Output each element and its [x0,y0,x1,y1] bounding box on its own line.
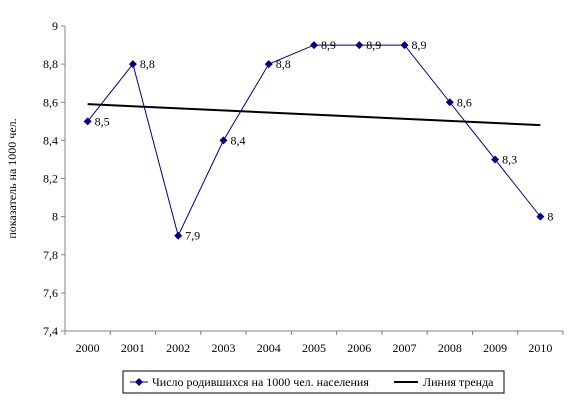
data-point-marker [445,98,454,107]
y-tick-label: 8,8 [43,57,58,71]
x-tick-label: 2007 [393,341,417,355]
data-point-marker [310,41,318,50]
y-tick-label: 8,2 [43,172,58,186]
legend: Число родившихся на 1000 чел. населения … [122,370,505,394]
x-tick-label: 2005 [302,341,326,355]
data-label: 8,9 [366,38,381,52]
data-label: 8,8 [140,57,155,71]
y-tick-label: 8 [52,210,58,224]
data-point-marker [83,117,92,126]
x-tick-label: 2008 [438,341,462,355]
x-tick-label: 2001 [121,341,145,355]
data-label: 7,9 [185,229,200,243]
data-labels: 8,5 8,8 7,9 8,4 8,8 8,9 8,9 8,9 8,6 8,3 8 [95,38,554,243]
y-tick-label: 7,8 [43,248,58,262]
data-label: 8,9 [321,38,336,52]
data-point-marker [264,60,273,69]
data-label: 8 [547,210,553,224]
data-label: 8,9 [412,38,427,52]
trend-line-group [87,103,541,127]
x-tick-label: 2002 [166,341,190,355]
x-axis: 2000 2001 2002 2003 2004 2005 2006 2007 2008 2009… [64,331,564,355]
x-tick-label: 2004 [257,341,281,355]
data-label: 8,4 [230,133,245,147]
data-label: 8,5 [95,114,110,128]
x-tick-label: 2006 [347,341,371,355]
x-tick-label: 2000 [76,341,100,355]
data-label: 8,8 [276,57,291,71]
legend-trend-label: Линия тренда [423,375,494,389]
y-tick-label: 8,4 [43,133,58,147]
y-tick-label: 9 [52,19,58,33]
legend-box [122,370,505,394]
trend-line [87,103,541,127]
data-label: 8,3 [502,152,517,166]
y-axis-title: показатель на 1000 чел. [5,118,19,238]
x-tick-label: 2003 [211,341,235,355]
data-point-marker [174,231,183,240]
legend-series-marker [135,378,143,386]
y-tick-label: 7,4 [43,324,58,338]
data-point-marker [400,41,409,50]
legend-series-label: Число родившихся на 1000 чел. населения [152,375,369,389]
series-line [87,44,541,238]
y-tick-label: 8,6 [43,95,58,109]
y-axis: 7,4 7,6 7,8 8 8,2 8,4 8,6 8,8 9 [43,19,65,338]
data-point-marker [128,60,137,69]
data-point-marker [219,136,228,145]
x-tick-label: 2010 [528,341,552,355]
data-label: 8,6 [457,95,472,109]
y-tick-label: 7,6 [43,286,58,300]
data-point-marker [355,41,364,50]
data-point-marker [536,212,545,221]
data-point-marker [491,155,500,164]
x-tick-label: 2009 [483,341,507,355]
series-group [83,41,545,240]
